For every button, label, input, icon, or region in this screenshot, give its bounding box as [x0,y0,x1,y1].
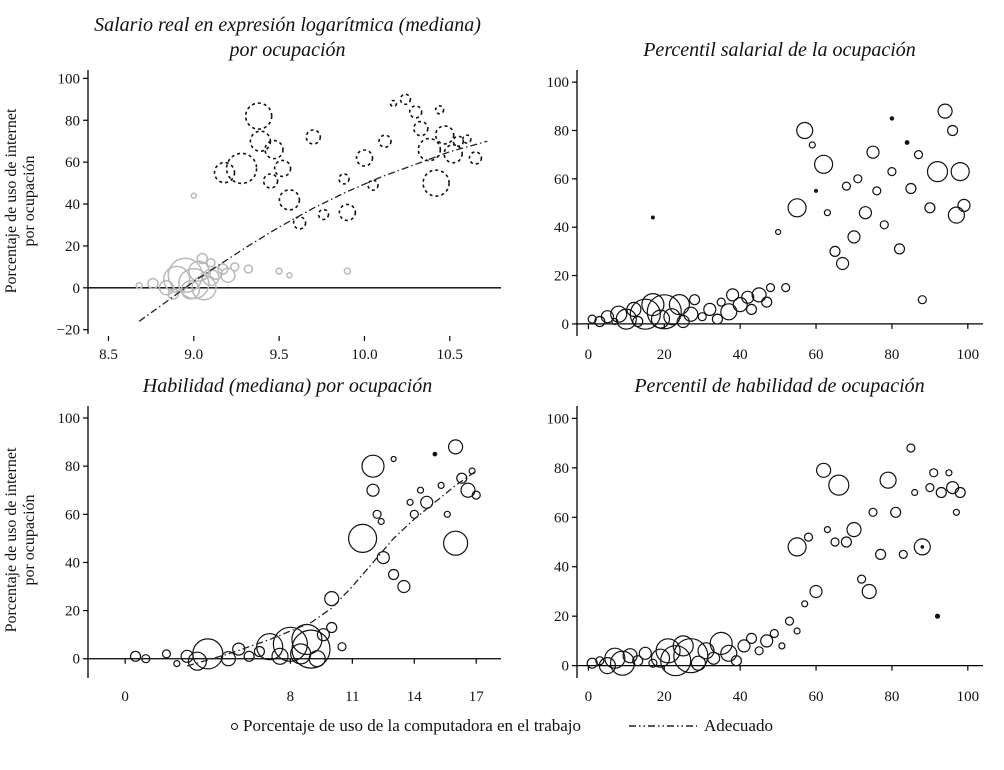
legend-item-bubbles: Porcentaje de uso de la computadora en e… [231,716,581,736]
svg-text:40: 40 [554,560,569,576]
svg-text:11: 11 [345,689,359,705]
legend-item-fit: Adecuado [627,716,773,736]
charts-grid: Salario real en expresión logarítmica (m… [0,4,1004,706]
legend: Porcentaje de uso de la computadora en e… [0,716,1004,736]
percentil-habilidad-bubble-plot: 0 20 40 60 80 100 0 20 40 60 80 100 [547,406,983,705]
svg-text:0: 0 [562,317,570,333]
svg-text:80: 80 [884,347,899,363]
svg-text:100: 100 [58,411,81,427]
panel-habilidad-mediana: Habilidad (mediana) por ocupación Porcen… [0,364,515,706]
svg-text:40: 40 [65,555,80,571]
dash-dot-line-icon [629,725,698,727]
habilidad-bubble-plot: 0 20 40 60 80 100 0 8 11 14 17 [58,406,501,705]
chart-title-salario: Salario real en expresión logarítmica (m… [94,14,481,61]
svg-text:60: 60 [65,155,80,171]
svg-text:100: 100 [58,71,81,87]
svg-text:0: 0 [585,689,593,705]
svg-text:14: 14 [407,689,423,705]
svg-text:9.0: 9.0 [184,347,203,363]
chart-title-percentil-habilidad: Percentil de habilidad de ocupación [634,374,925,397]
panel-percentil-salarial: Percentil salarial de la ocupación 0 20 40… [515,4,1004,364]
chart-title-percentil-salarial: Percentil salarial de la ocupación [643,38,916,61]
svg-text:60: 60 [809,689,824,705]
svg-text:60: 60 [65,507,80,523]
svg-text:20: 20 [554,609,569,625]
legend-bubble-label: Porcentaje de uso de la computadora en e… [243,716,582,735]
svg-text:60: 60 [554,172,569,188]
y-axis-label-line1: Porcentaje de uso de internet [2,108,20,294]
svg-text:80: 80 [554,461,569,477]
y-axis-label: Porcentaje de uso de internet por ocupac… [0,398,38,706]
svg-text:20: 20 [657,347,672,363]
svg-text:20: 20 [657,689,672,705]
svg-text:9.5: 9.5 [270,347,289,363]
svg-text:100: 100 [957,347,980,363]
svg-text:0: 0 [585,347,593,363]
percentil-salarial-bubble-plot: 0 20 40 60 80 100 0 20 40 60 80 100 [547,70,983,363]
y-axis-label: Porcentaje de uso de internet por ocupac… [0,62,38,364]
svg-text:17: 17 [469,689,485,705]
svg-text:40: 40 [65,197,80,213]
circle-marker-icon [231,722,239,730]
panel-percentil-habilidad: Percentil de habilidad de ocupación 0 20 4… [515,364,1004,706]
svg-text:0: 0 [73,652,81,668]
svg-text:100: 100 [957,689,980,705]
svg-text:80: 80 [65,113,80,129]
y-axis-label-line2: por ocupación [20,494,38,586]
svg-text:20: 20 [65,239,80,255]
svg-text:0: 0 [73,281,81,297]
y-axis-label-line1: Porcentaje de uso de internet [2,447,20,633]
svg-text:40: 40 [733,347,748,363]
svg-text:100: 100 [547,75,570,91]
svg-text:80: 80 [65,459,80,475]
svg-text:80: 80 [884,689,899,705]
svg-text:10.5: 10.5 [437,347,463,363]
svg-text:40: 40 [554,220,569,236]
chart-title-habilidad: Habilidad (mediana) por ocupación [142,374,433,397]
svg-text:100: 100 [547,411,570,427]
svg-text:0: 0 [562,659,570,675]
svg-text:8: 8 [287,689,295,705]
svg-text:0: 0 [121,689,129,705]
svg-text:10.0: 10.0 [351,347,377,363]
panel-salario-mediana: Salario real en expresión logarítmica (m… [0,4,515,364]
svg-text:20: 20 [554,269,569,285]
svg-text:60: 60 [554,510,569,526]
svg-text:60: 60 [809,347,824,363]
svg-text:8.5: 8.5 [99,347,118,363]
svg-text:40: 40 [733,689,748,705]
salario-bubble-plot: −20 0 20 40 60 80 100 8.5 9.0 9.5 10.0 10.5 [57,70,501,363]
svg-text:80: 80 [554,123,569,139]
y-axis-label-line2: por ocupación [20,155,38,247]
svg-text:20: 20 [65,604,80,620]
legend-line-label: Adecuado [704,716,773,735]
svg-text:−20: −20 [57,323,80,339]
